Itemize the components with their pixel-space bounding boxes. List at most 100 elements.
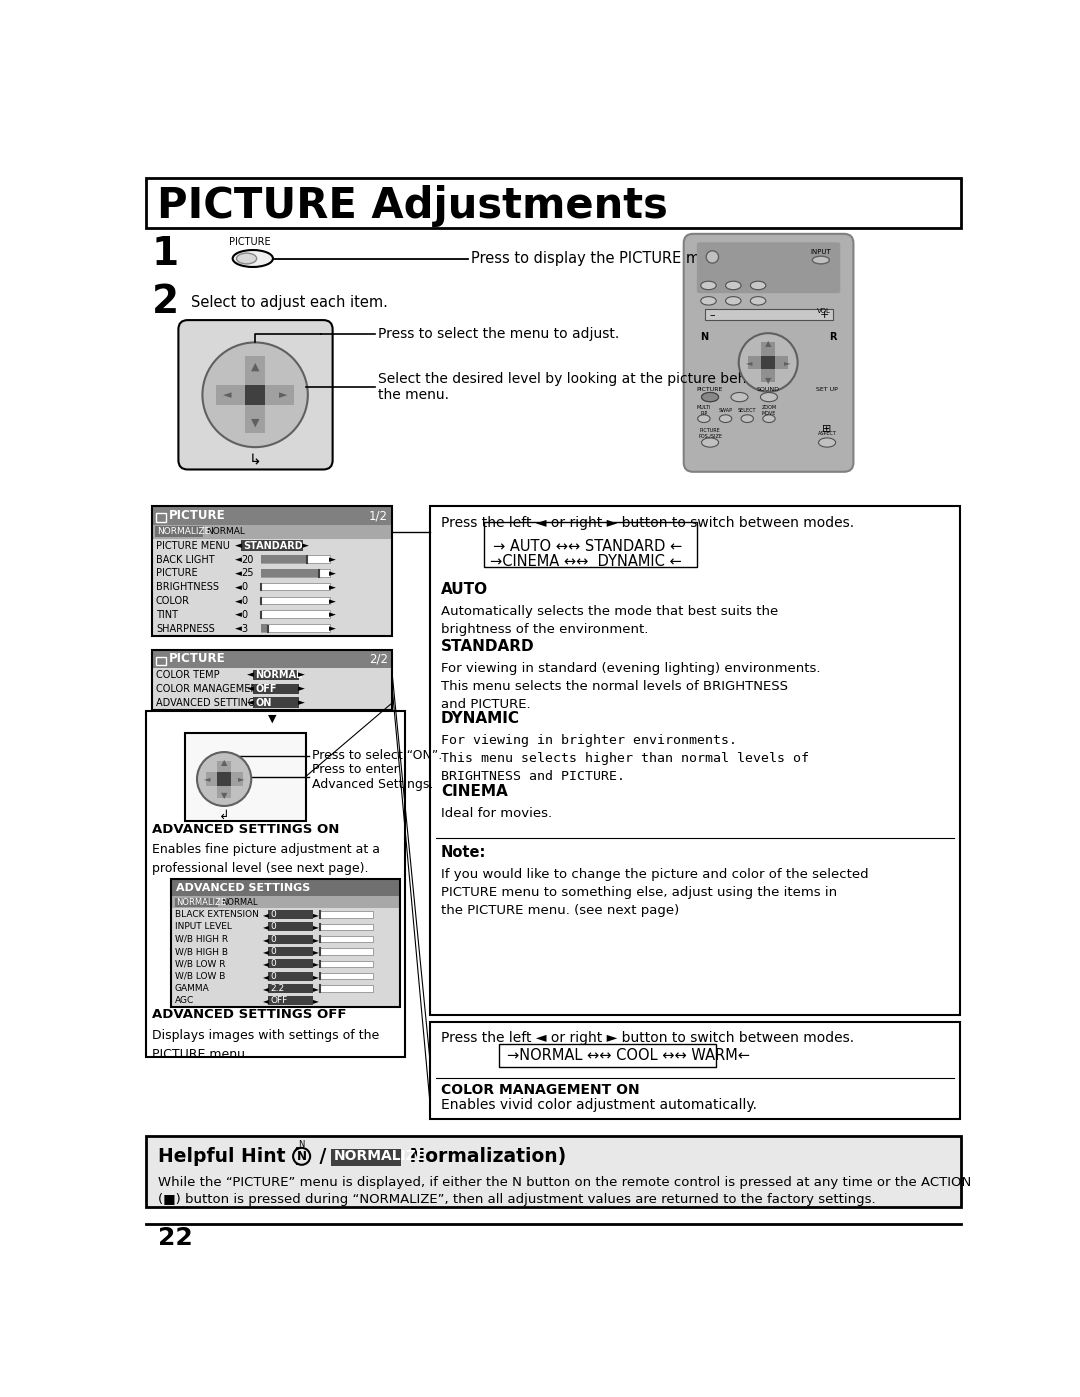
Text: 1: 1 (152, 235, 179, 272)
Bar (761, 355, 775, 369)
Bar (319, 949, 373, 954)
Bar (152, 650, 392, 668)
Ellipse shape (819, 437, 836, 447)
Text: Ideal for movies.: Ideal for movies. (441, 806, 552, 820)
Bar (253, 697, 299, 708)
Ellipse shape (237, 253, 257, 264)
Bar (245, 384, 266, 405)
Text: ASPECT: ASPECT (818, 430, 837, 436)
Text: ◄: ◄ (235, 610, 242, 619)
Bar (484, 522, 697, 567)
Text: ◄: ◄ (746, 358, 753, 367)
Text: ►: ► (312, 947, 319, 956)
Text: Press to enter
Advanced Settings.: Press to enter Advanced Settings. (312, 764, 433, 792)
Bar (172, 933, 400, 946)
Bar (260, 624, 268, 631)
Text: W/B HIGH B: W/B HIGH B (175, 947, 228, 956)
Text: MULTI
PIP: MULTI PIP (697, 405, 711, 415)
Text: ►: ► (298, 698, 305, 707)
Text: ▼: ▼ (221, 792, 228, 800)
Text: ◄: ◄ (264, 960, 269, 968)
Text: ◄: ◄ (235, 624, 242, 633)
Bar (430, 507, 960, 1014)
Bar (146, 1136, 961, 1207)
Text: OFF: OFF (255, 685, 276, 694)
Text: CINEMA: CINEMA (441, 784, 508, 799)
Text: ►: ► (298, 671, 305, 679)
Text: ◄: ◄ (264, 909, 269, 919)
Bar (172, 879, 400, 895)
Text: NORMALIZE: NORMALIZE (176, 898, 226, 907)
Text: 0: 0 (241, 583, 247, 592)
Ellipse shape (701, 281, 716, 289)
Text: PICTURE: PICTURE (697, 387, 724, 393)
Bar (146, 1136, 961, 1207)
Text: PICTURE: PICTURE (170, 509, 226, 522)
Text: ◄: ◄ (247, 685, 254, 693)
Text: ◄: ◄ (235, 583, 242, 592)
Text: ◄: ◄ (264, 996, 269, 1006)
Text: ►: ► (312, 935, 319, 944)
Text: SET UP: SET UP (816, 387, 838, 393)
Bar (260, 555, 330, 563)
Text: DYNAMIC: DYNAMIC (441, 711, 521, 726)
Bar (172, 958, 400, 970)
Ellipse shape (702, 393, 718, 402)
Text: Normalization): Normalization) (403, 1147, 566, 1166)
Text: ⊞: ⊞ (822, 423, 832, 433)
Text: ON: ON (255, 697, 271, 708)
Bar (152, 507, 392, 525)
Bar (268, 960, 313, 968)
Bar (152, 668, 392, 682)
Text: 0: 0 (241, 610, 247, 620)
Bar (156, 657, 166, 665)
Bar (146, 177, 961, 228)
Ellipse shape (701, 296, 716, 305)
Ellipse shape (731, 393, 748, 402)
Text: INPUT: INPUT (810, 249, 832, 256)
Bar (152, 553, 392, 567)
Text: PICTURE
POS./SIZE: PICTURE POS./SIZE (698, 427, 723, 439)
Text: 0: 0 (271, 960, 276, 968)
Text: Press to display the PICTURE menu.: Press to display the PICTURE menu. (471, 251, 733, 265)
Text: STANDARD: STANDARD (243, 541, 303, 550)
Text: ◄: ◄ (264, 947, 269, 956)
Text: ►: ► (312, 922, 319, 932)
Text: ◄: ◄ (264, 983, 269, 993)
Text: Select the desired level by looking at the picture behind
the menu.: Select the desired level by looking at t… (378, 372, 768, 402)
Text: ▼: ▼ (765, 376, 771, 386)
Text: TINT: TINT (156, 610, 178, 620)
Ellipse shape (751, 296, 766, 305)
Bar (152, 525, 392, 539)
Bar (260, 583, 330, 591)
Bar (241, 541, 303, 550)
Text: PICTURE MENU: PICTURE MENU (156, 541, 230, 550)
Bar (761, 342, 775, 383)
Text: 0: 0 (271, 909, 276, 919)
Text: SHARPNESS: SHARPNESS (156, 624, 215, 634)
Text: ADVANCED SETTINGS: ADVANCED SETTINGS (156, 697, 261, 708)
Ellipse shape (726, 281, 741, 289)
Ellipse shape (702, 393, 718, 402)
Text: ►: ► (312, 996, 319, 1006)
Bar (156, 527, 203, 538)
Bar (319, 911, 373, 918)
Text: 2/2: 2/2 (369, 652, 388, 665)
Ellipse shape (751, 281, 766, 289)
Bar (175, 898, 218, 907)
Text: ↳: ↳ (248, 453, 261, 468)
Text: ADVANCED SETTINGS: ADVANCED SETTINGS (176, 883, 310, 893)
Text: 0: 0 (271, 922, 276, 932)
Text: Select to adjust each item.: Select to adjust each item. (191, 295, 388, 310)
Text: COLOR: COLOR (156, 597, 190, 606)
Text: NORMAL: NORMAL (206, 527, 245, 536)
Bar (253, 683, 299, 694)
Text: ▼: ▼ (268, 714, 276, 724)
Text: →NORMAL ↔↔ COOL ↔↔ WARM←: →NORMAL ↔↔ COOL ↔↔ WARM← (507, 1048, 750, 1063)
Text: ►: ► (783, 358, 791, 367)
Text: ►: ► (312, 972, 319, 981)
Text: PICTURE: PICTURE (170, 652, 226, 665)
Bar (260, 569, 330, 577)
Text: →CINEMA ↔↔  DYNAMIC ←: →CINEMA ↔↔ DYNAMIC ← (490, 555, 681, 570)
Text: GAMMA: GAMMA (175, 983, 210, 993)
